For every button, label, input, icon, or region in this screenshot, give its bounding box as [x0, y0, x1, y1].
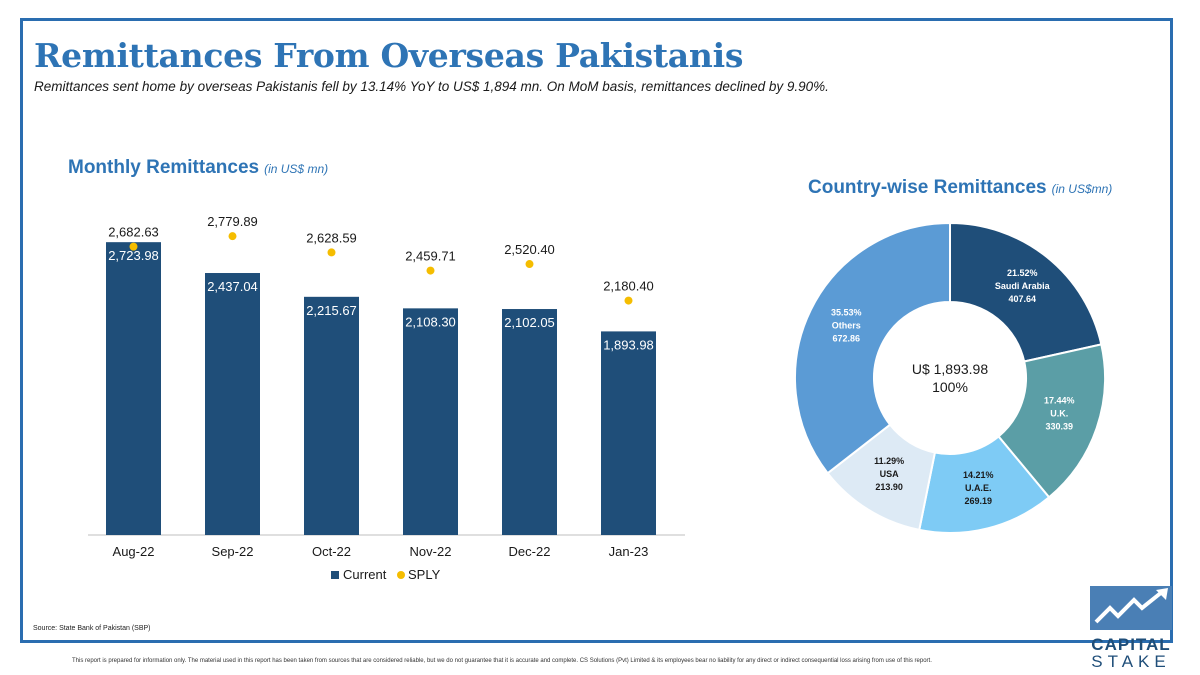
donut-center-total: U$ 1,893.98 [912, 361, 988, 377]
donut-slice-label-line: 269.19 [964, 496, 992, 506]
donut-slice-label: 11.29% USA 213.90 [874, 456, 904, 492]
donut-slice-label-line: 407.64 [1009, 294, 1037, 304]
bar-chart: 2,723.98 2,682.63 Aug-22 2,437.04 2,779.89 Se… [88, 214, 685, 582]
donut-chart: 21.52% Saudi Arabia 407.64 17.44% U.K. 330.39… [794, 221, 1106, 534]
donut-slice-label-line: U.K. [1050, 408, 1068, 418]
legend-sply-swatch [397, 571, 405, 579]
logo-text-stake: STAKE [1091, 652, 1171, 671]
donut-slice-label-line: 11.29% [874, 456, 904, 466]
logo-trend-line [1094, 590, 1164, 624]
donut-center-percent: 100% [932, 379, 968, 395]
sply-value-label: 2,779.89 [207, 214, 258, 229]
bar-current [601, 331, 656, 535]
report-frame [20, 18, 1173, 643]
bar-current [304, 296, 359, 535]
bar-chart-unit: (in US$ mn) [264, 162, 329, 176]
donut-slice-label-line: 672.86 [832, 333, 860, 343]
legend-current-label: Current [343, 567, 387, 582]
source-note: Source: State Bank of Pakistan (SBP) [33, 625, 151, 632]
x-tick-label: Sep-22 [212, 544, 254, 559]
donut-slice-label: 17.44% U.K. 330.39 [1044, 395, 1075, 431]
donut-slice [949, 221, 1103, 363]
sply-point [327, 248, 336, 257]
donut-slice-label-line: 14.21% [963, 470, 994, 480]
page-subtitle: Remittances sent home by overseas Pakist… [34, 79, 829, 94]
donut-slice-label: 14.21% U.A.E. 269.19 [963, 470, 994, 506]
bar-value-label: 2,108.30 [405, 314, 456, 329]
bar-value-label: 2,102.05 [504, 315, 555, 330]
x-tick-label: Nov-22 [410, 544, 452, 559]
sply-value-label: 2,628.59 [306, 230, 357, 245]
bar-value-label: 2,215.67 [306, 303, 357, 318]
donut-slice [794, 221, 951, 475]
x-tick-label: Dec-22 [509, 544, 551, 559]
sply-value-label: 2,682.63 [108, 225, 159, 240]
donut-chart-unit: (in US$mn) [1051, 182, 1113, 196]
logo-arrow-head [1156, 588, 1168, 600]
x-tick-label: Oct-22 [312, 544, 351, 559]
sply-point [129, 242, 138, 251]
legend-current-swatch [331, 571, 339, 579]
sply-point [228, 232, 237, 241]
bar-current [106, 242, 161, 535]
bar-value-label: 2,723.98 [108, 248, 159, 263]
page-title: Remittances From Overseas Pakistanis [34, 36, 744, 75]
sply-point [426, 266, 435, 275]
donut-slice-label-line: 35.53% [831, 307, 862, 317]
donut-slice [997, 343, 1106, 499]
donut-slice-label-line: 21.52% [1007, 268, 1038, 278]
logo-text-capital: CAPITAL [1091, 635, 1171, 654]
donut-slice-label: 21.52% Saudi Arabia 407.64 [995, 268, 1051, 304]
donut-slice-label-line: 17.44% [1044, 395, 1075, 405]
bar-chart-title-text: Monthly Remittances [68, 157, 260, 178]
donut-slice-label-line: 213.90 [875, 482, 903, 492]
bar-chart-title: Monthly Remittances (in US$ mn) [68, 157, 328, 179]
x-tick-label: Aug-22 [113, 544, 155, 559]
donut-slice-label-line: U.A.E. [965, 483, 992, 493]
donut-slice-label-line: Others [832, 320, 861, 330]
bar-current [502, 309, 557, 535]
sply-point [525, 260, 534, 269]
donut-slice-label-line: USA [880, 469, 900, 479]
sply-value-label: 2,459.71 [405, 249, 456, 264]
bar-value-label: 1,893.98 [603, 337, 654, 352]
donut-chart-title: Country-wise Remittances (in US$mn) [808, 177, 1112, 199]
sply-value-label: 2,520.40 [504, 242, 555, 257]
bar-current [205, 273, 260, 535]
donut-slice-label-line: 330.39 [1046, 421, 1074, 431]
legend-sply-label: SPLY [408, 567, 441, 582]
sply-value-label: 2,180.40 [603, 279, 654, 294]
donut-slice-label-line: Saudi Arabia [995, 281, 1051, 291]
capital-stake-logo [1090, 586, 1172, 630]
donut-slice-label: 35.53% Others 672.86 [831, 307, 862, 343]
x-tick-label: Jan-23 [609, 544, 649, 559]
sply-point [624, 296, 633, 305]
bar-current [403, 308, 458, 535]
bar-value-label: 2,437.04 [207, 279, 258, 294]
donut-chart-title-text: Country-wise Remittances [808, 177, 1047, 198]
disclaimer: This report is prepared for information … [72, 658, 932, 664]
